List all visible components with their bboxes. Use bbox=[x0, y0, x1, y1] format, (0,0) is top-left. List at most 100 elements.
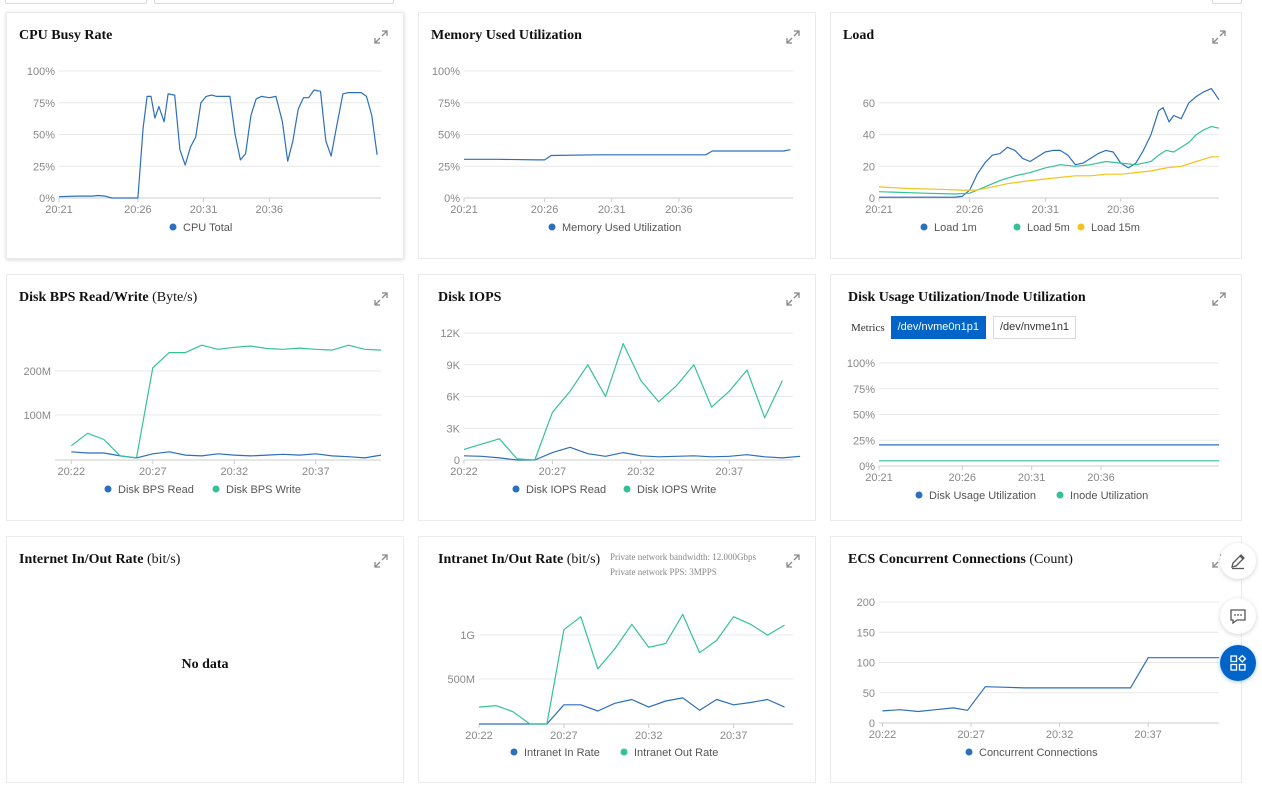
y-tick-label: 200M bbox=[23, 366, 51, 378]
x-tick-label: 20:27 bbox=[550, 730, 578, 742]
card-ecs-connections: ECS Concurrent Connections (Count) 0 50 10… bbox=[830, 536, 1242, 783]
y-tick-label: 0 bbox=[869, 718, 875, 730]
series-line-cpu-total bbox=[58, 89, 378, 199]
legend-label: Intranet Out Rate bbox=[634, 747, 718, 759]
x-tick-label: 20:32 bbox=[1046, 729, 1074, 741]
apps-fab[interactable] bbox=[1220, 645, 1256, 681]
y-tick-label: 25% bbox=[853, 435, 875, 447]
card-intranet-rate: Intranet In/Out Rate (bit/s) Private net… bbox=[418, 536, 816, 783]
y-tick-label: 100% bbox=[432, 66, 460, 78]
y-tick-label: 25% bbox=[33, 161, 55, 173]
expand-icon[interactable] bbox=[1211, 291, 1227, 307]
top-select-stub[interactable] bbox=[5, 0, 147, 4]
y-tick-label: 500M bbox=[447, 674, 475, 686]
legend-marker bbox=[623, 485, 631, 493]
y-tick-label: 100M bbox=[23, 410, 51, 422]
legend-label: Load 5m bbox=[1027, 222, 1070, 234]
top-range-stub[interactable] bbox=[154, 0, 394, 4]
x-tick-label: 20:36 bbox=[665, 204, 693, 216]
bandwidth-note: Private network bandwidth: 12.000Gbps bbox=[610, 552, 756, 562]
edit-fab[interactable] bbox=[1220, 543, 1256, 579]
legend-label: Inode Utilization bbox=[1070, 490, 1148, 502]
x-tick-label: 20:31 bbox=[1031, 204, 1059, 216]
y-tick-label: 1G bbox=[460, 630, 475, 642]
card-disk-usage: Disk Usage Utilization/Inode Utilization… bbox=[830, 274, 1242, 521]
expand-icon[interactable] bbox=[373, 29, 389, 45]
legend-marker bbox=[1013, 223, 1021, 231]
y-tick-label: 6K bbox=[447, 392, 461, 404]
y-tick-label: 0% bbox=[859, 461, 875, 473]
x-tick-label: 20:32 bbox=[627, 466, 655, 478]
series-line-load-15m bbox=[878, 156, 1219, 191]
legend-marker bbox=[212, 485, 220, 493]
y-tick-label: 25% bbox=[438, 161, 460, 173]
y-tick-label: 200 bbox=[857, 597, 875, 609]
top-refresh-stub[interactable] bbox=[1212, 0, 1242, 4]
expand-icon[interactable] bbox=[785, 29, 801, 45]
metric-tab-nvme0n1p1[interactable]: /dev/nvme0n1p1 bbox=[890, 316, 986, 339]
apps-icon bbox=[1230, 654, 1247, 671]
y-tick-label: 50% bbox=[438, 130, 460, 142]
card-title: Memory Used Utilization bbox=[431, 28, 582, 43]
x-tick-label: 20:36 bbox=[1107, 204, 1135, 216]
feedback-icon bbox=[1230, 609, 1246, 625]
x-tick-label: 20:26 bbox=[948, 472, 976, 484]
y-tick-label: 75% bbox=[33, 98, 55, 110]
legend-label: Load 1m bbox=[934, 222, 977, 234]
y-tick-label: 3K bbox=[447, 423, 461, 435]
legend-marker bbox=[104, 485, 112, 493]
x-tick-label: 20:32 bbox=[221, 466, 249, 478]
x-tick-label: 20:31 bbox=[190, 204, 218, 216]
y-tick-label: 50 bbox=[863, 688, 875, 700]
legend-marker bbox=[965, 748, 973, 756]
metrics-label: Metrics bbox=[851, 321, 885, 334]
series-line-load-1m bbox=[879, 88, 1220, 198]
y-tick-label: 0% bbox=[39, 193, 55, 205]
card-title: Disk IOPS bbox=[438, 290, 502, 305]
x-tick-label: 20:22 bbox=[869, 729, 897, 741]
legend-label: Load 15m bbox=[1091, 222, 1140, 234]
feedback-fab[interactable] bbox=[1220, 598, 1256, 634]
legend-label: Disk IOPS Write bbox=[637, 484, 716, 496]
legend-label: Intranet In Rate bbox=[524, 747, 600, 759]
pps-note: Private network PPS: 3MPPS bbox=[610, 567, 717, 577]
series-line-intranet-out-rate bbox=[478, 613, 785, 725]
y-tick-label: 60 bbox=[863, 98, 875, 110]
y-tick-label: 0 bbox=[869, 193, 875, 205]
load-chart: 0 20 40 60 20:21 20:26 20:31 20:36 Load 1m Load 5… bbox=[863, 88, 1220, 234]
expand-icon[interactable] bbox=[373, 553, 389, 569]
expand-icon[interactable] bbox=[785, 553, 801, 569]
metrics-selector: Metrics /dev/nvme0n1p1 /dev/nvme1n1 bbox=[851, 316, 1083, 339]
expand-icon[interactable] bbox=[373, 291, 389, 307]
legend-marker bbox=[548, 223, 556, 231]
expand-icon[interactable] bbox=[1211, 29, 1227, 45]
x-tick-label: 20:37 bbox=[302, 466, 330, 478]
card-title: Load bbox=[843, 28, 875, 43]
legend-marker bbox=[169, 223, 177, 231]
y-tick-label: 100% bbox=[27, 66, 55, 78]
disk-bps-chart: 100M 200M 20:22 20:27 20:32 20:37 Disk BPS Rea… bbox=[23, 344, 382, 496]
x-tick-label: 20:21 bbox=[450, 204, 478, 216]
card-internet-rate: Internet In/Out Rate (bit/s) No data bbox=[6, 536, 404, 783]
cpu-chart: 0% 25% 50% 75% 100% 20:21 20:26 20:31 20:36 CPU T… bbox=[27, 66, 381, 234]
y-tick-label: 75% bbox=[853, 384, 875, 396]
card-load: Load 0 20 40 60 20:21 20:26 20:31 20:36 Load 1m L… bbox=[830, 12, 1242, 259]
y-tick-label: 20 bbox=[863, 161, 875, 173]
expand-icon[interactable] bbox=[785, 291, 801, 307]
x-tick-label: 20:36 bbox=[1087, 472, 1115, 484]
x-tick-label: 20:21 bbox=[45, 204, 73, 216]
series-line-load-5m bbox=[878, 126, 1220, 195]
ecs-chart: 0 50 100 150 200 20:22 20:27 20:32 20:37 Concurre… bbox=[857, 597, 1219, 759]
x-tick-label: 20:37 bbox=[1134, 729, 1162, 741]
legend-marker bbox=[512, 485, 520, 493]
y-tick-label: 9K bbox=[447, 360, 461, 372]
x-tick-label: 20:21 bbox=[865, 472, 893, 484]
card-title: Disk Usage Utilization/Inode Utilization bbox=[848, 290, 1086, 305]
metric-tab-nvme1n1[interactable]: /dev/nvme1n1 bbox=[992, 316, 1077, 339]
y-tick-label: 50% bbox=[33, 130, 55, 142]
x-tick-label: 20:26 bbox=[531, 204, 559, 216]
x-tick-label: 20:27 bbox=[139, 466, 167, 478]
legend-label: Disk BPS Write bbox=[226, 484, 301, 496]
x-tick-label: 20:21 bbox=[865, 204, 893, 216]
